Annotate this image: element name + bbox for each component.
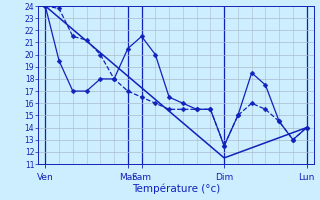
X-axis label: Température (°c): Température (°c) — [132, 183, 220, 194]
